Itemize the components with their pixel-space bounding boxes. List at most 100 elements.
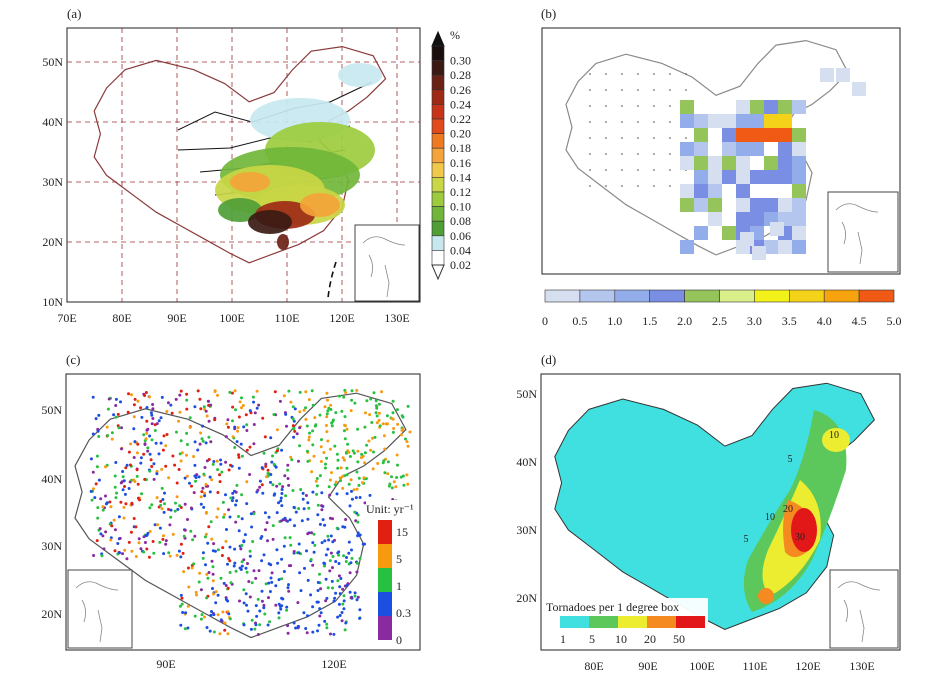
station-point-c <box>344 560 348 563</box>
station-point-c <box>116 542 120 545</box>
station-point-c <box>121 470 125 473</box>
station-point-c <box>242 540 246 544</box>
station-point-c <box>120 426 123 430</box>
station-point-c <box>380 390 384 394</box>
station-point-c <box>390 486 394 490</box>
station-point-c <box>177 419 181 423</box>
colorbar-swatch-b <box>649 289 685 303</box>
station-point-c <box>261 491 265 495</box>
station-point-c <box>350 389 354 393</box>
station-point-c <box>231 496 235 500</box>
station-point-c <box>142 433 146 437</box>
station-point-c <box>152 477 156 481</box>
grid-cell-b <box>740 232 754 246</box>
station-point-c <box>355 388 359 392</box>
station-point-c <box>323 466 327 470</box>
grid-dot-b <box>653 105 655 107</box>
station-point-c <box>268 590 272 593</box>
x-tick-label-d: 130E <box>849 659 874 673</box>
station-point-c <box>348 504 352 508</box>
grid-dot-b <box>685 73 687 75</box>
station-point-c <box>219 576 223 580</box>
station-point-c <box>311 403 315 407</box>
station-point-c <box>320 491 324 495</box>
station-point-c <box>149 458 153 462</box>
station-point-c <box>349 478 353 482</box>
station-point-c <box>196 389 200 393</box>
station-point-c <box>299 488 303 491</box>
legend-label-d: 10 <box>615 632 627 646</box>
station-point-c <box>207 403 211 407</box>
station-point-c <box>184 611 188 615</box>
colorbar-label-a: 0.24 <box>450 97 471 111</box>
station-point-c <box>345 584 349 587</box>
station-point-c <box>130 549 134 553</box>
grid-cell-b <box>820 68 834 82</box>
station-point-c <box>142 452 146 456</box>
station-point-c <box>301 491 305 495</box>
station-point-c <box>286 624 290 628</box>
station-point-c <box>157 452 161 456</box>
station-point-c <box>153 429 157 432</box>
station-point-c <box>185 407 189 411</box>
inset-islands <box>75 581 119 643</box>
station-point-c <box>312 532 316 536</box>
station-point-c <box>190 566 194 570</box>
station-point-c <box>202 405 206 409</box>
station-point-c <box>339 479 342 483</box>
station-point-c <box>292 621 296 625</box>
station-point-c <box>282 394 286 398</box>
station-point-c <box>224 460 228 464</box>
station-point-c <box>240 564 244 568</box>
station-point-c <box>181 611 185 614</box>
station-point-c <box>216 507 220 511</box>
station-point-c <box>275 484 279 488</box>
station-point-c <box>193 463 197 467</box>
colorbar-swatch-a <box>431 89 445 105</box>
grid-cell-b <box>736 198 750 212</box>
station-point-c <box>356 460 360 464</box>
station-point-c <box>136 442 140 446</box>
station-point-c <box>348 590 352 594</box>
station-point-c <box>292 550 296 553</box>
station-point-c <box>201 556 205 560</box>
station-point-c <box>119 500 123 504</box>
station-point-c <box>298 410 302 414</box>
station-point-c <box>320 541 324 545</box>
station-point-c <box>179 593 183 597</box>
station-point-c <box>92 554 96 557</box>
station-point-c <box>121 475 125 479</box>
station-point-c <box>224 598 228 601</box>
colorbar-arrow-bottom-a <box>431 264 445 281</box>
x-tick-label-a: 70E <box>57 311 76 325</box>
station-point-c <box>375 421 379 425</box>
station-point-c <box>298 444 302 448</box>
station-point-c <box>305 631 309 635</box>
station-point-c <box>187 585 191 589</box>
station-point-c <box>356 595 360 599</box>
station-point-c <box>178 393 182 397</box>
station-point-c <box>178 604 182 608</box>
station-point-c <box>377 418 381 422</box>
station-point-c <box>330 424 334 428</box>
station-point-c <box>284 412 288 416</box>
station-point-c <box>206 576 210 580</box>
station-point-c <box>179 459 183 463</box>
station-point-c <box>113 549 117 553</box>
station-point-c <box>300 519 304 523</box>
station-point-c <box>176 507 180 511</box>
station-point-c <box>368 493 372 497</box>
station-point-c <box>260 466 264 470</box>
station-point-c <box>352 451 356 455</box>
station-point-c <box>342 458 346 462</box>
grid-cell-b <box>680 184 694 198</box>
y-tick-label-d: 30N <box>516 523 537 537</box>
grid-cell-b <box>694 114 708 128</box>
legend-swatch-c <box>378 544 392 568</box>
station-point-c <box>330 421 334 425</box>
station-point-c <box>336 615 340 619</box>
station-point-c <box>239 547 243 551</box>
colorbar-swatch-a <box>431 133 445 149</box>
station-point-c <box>158 526 162 530</box>
station-point-c <box>255 406 259 410</box>
